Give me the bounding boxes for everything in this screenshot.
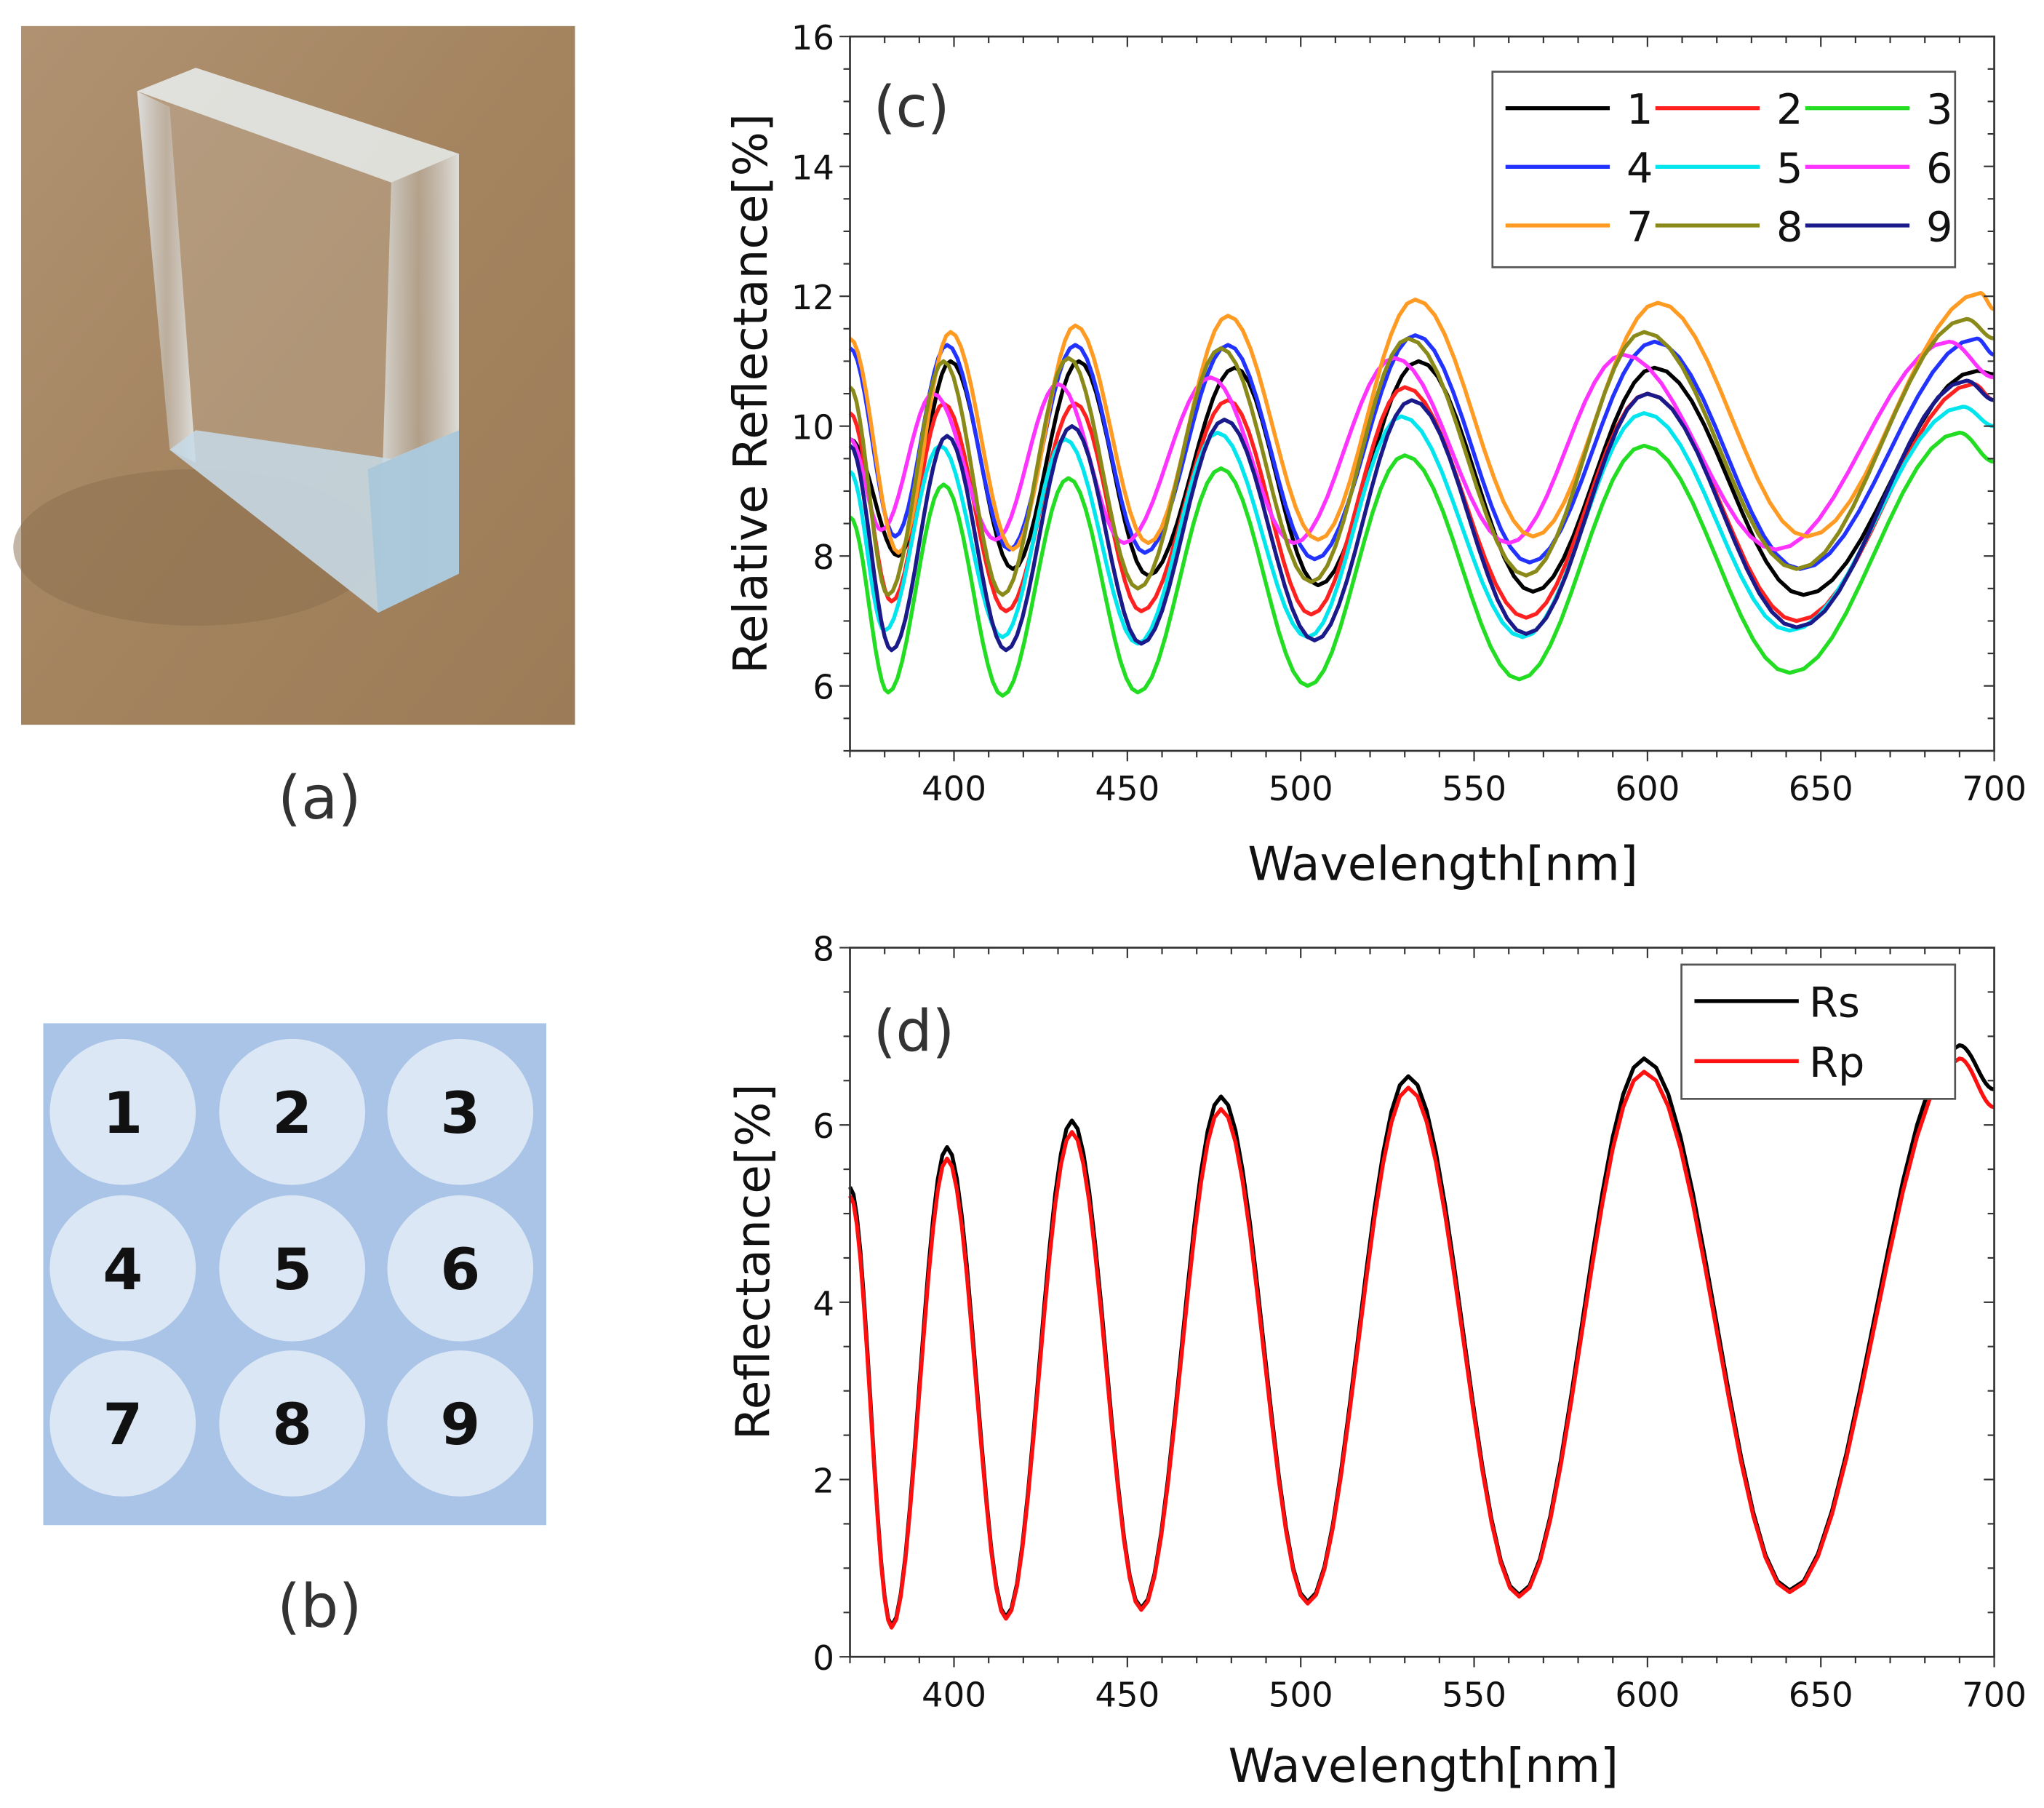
- legend-label-Rs: Rs: [1809, 978, 1860, 1027]
- y-tick-label: 0: [813, 1638, 834, 1678]
- x-tick-label: 700: [1962, 1675, 2027, 1714]
- y-tick-label: 16: [791, 18, 834, 57]
- series-line-Rp: [848, 1056, 1995, 1630]
- measurement-spot-6: [387, 1195, 534, 1342]
- x-tick-label: 500: [1269, 769, 1333, 808]
- legend-box: [1491, 71, 1957, 268]
- measurement-spot-1: [49, 1038, 196, 1185]
- spot-number-6: 6: [440, 1236, 480, 1303]
- measurement-spot-9: [387, 1350, 534, 1497]
- spot-number-9: 9: [440, 1391, 480, 1458]
- y-tick-label: 2: [813, 1461, 834, 1500]
- legend-label-2: 2: [1776, 85, 1803, 134]
- y-tick-label: 8: [813, 929, 834, 968]
- legend-label-9: 9: [1926, 202, 1952, 251]
- measurement-grid: 1 2 3 4 5 6 7 8 9: [43, 1023, 547, 1526]
- photo-glass-block: [13, 25, 575, 725]
- legend-box: [1680, 963, 1957, 1100]
- series-line-7: [848, 291, 1995, 555]
- x-tick-label: 400: [922, 769, 986, 808]
- caption-a: (a): [278, 764, 362, 833]
- chart-c: (c) Relative Reflectance[%] Wavelength[n…: [724, 18, 2027, 891]
- series-line-9: [848, 378, 1995, 653]
- x-tick-label: 450: [1095, 1675, 1159, 1714]
- legend-label-3: 3: [1926, 85, 1952, 134]
- chart-d-panel-label: (d): [874, 997, 955, 1064]
- y-tick-label: 4: [813, 1284, 834, 1323]
- chart-d-y-axis-label: Reflectance[%]: [726, 1083, 781, 1440]
- chart-c-panel-label: (c): [874, 73, 950, 140]
- x-tick-label: 500: [1269, 1675, 1333, 1714]
- y-tick-label: 12: [791, 278, 834, 317]
- measurement-spot-3: [387, 1038, 534, 1185]
- legend-label-6: 6: [1926, 144, 1952, 193]
- x-tick-label: 700: [1962, 769, 2027, 808]
- legend-label-7: 7: [1626, 202, 1653, 251]
- legend-label-4: 4: [1626, 144, 1653, 193]
- legend-label-Rp: Rp: [1809, 1038, 1864, 1087]
- y-tick-label: 6: [813, 1107, 834, 1146]
- chart-c-y-axis-label: Relative Reflectance[%]: [724, 114, 778, 674]
- x-tick-label: 550: [1442, 769, 1506, 808]
- measurement-spot-2: [219, 1038, 366, 1185]
- measurement-spot-7: [49, 1350, 196, 1497]
- x-tick-label: 550: [1442, 1675, 1506, 1714]
- spot-number-3: 3: [440, 1080, 480, 1147]
- series-line-8: [848, 316, 1995, 597]
- x-tick-label: 600: [1615, 1675, 1680, 1714]
- legend-label-8: 8: [1776, 202, 1803, 251]
- y-tick-label: 6: [813, 668, 834, 707]
- caption-b: (b): [277, 1572, 362, 1641]
- x-tick-label: 450: [1095, 769, 1159, 808]
- spot-number-7: 7: [103, 1391, 143, 1458]
- x-tick-label: 400: [922, 1675, 986, 1714]
- spot-number-5: 5: [272, 1236, 312, 1303]
- measurement-spot-8: [219, 1350, 366, 1497]
- spot-number-1: 1: [103, 1080, 143, 1147]
- x-tick-label: 600: [1615, 769, 1680, 808]
- chart-d: (d) Reflectance[%] Wavelength[nm] 400 450…: [726, 929, 2027, 1793]
- measurement-spot-5: [219, 1195, 366, 1342]
- spot-number-4: 4: [103, 1236, 143, 1303]
- series-line-3: [848, 430, 1995, 698]
- spot-number-2: 2: [272, 1080, 312, 1147]
- y-tick-label: 10: [791, 408, 834, 447]
- legend-label-5: 5: [1776, 144, 1803, 193]
- x-tick-label: 650: [1789, 1675, 1853, 1714]
- chart-c-x-axis-label: Wavelength[nm]: [1247, 837, 1638, 891]
- series-line-6: [849, 339, 1995, 552]
- x-tick-label: 650: [1789, 769, 1853, 808]
- measurement-spot-4: [49, 1195, 196, 1342]
- y-tick-label: 14: [791, 148, 834, 188]
- spot-number-8: 8: [272, 1391, 312, 1458]
- chart-d-x-axis-label: Wavelength[nm]: [1229, 1739, 1619, 1793]
- y-tick-label: 8: [813, 538, 834, 577]
- series-line-5: [848, 405, 1995, 646]
- legend-label-1: 1: [1626, 85, 1653, 134]
- series-line-4: [848, 333, 1995, 571]
